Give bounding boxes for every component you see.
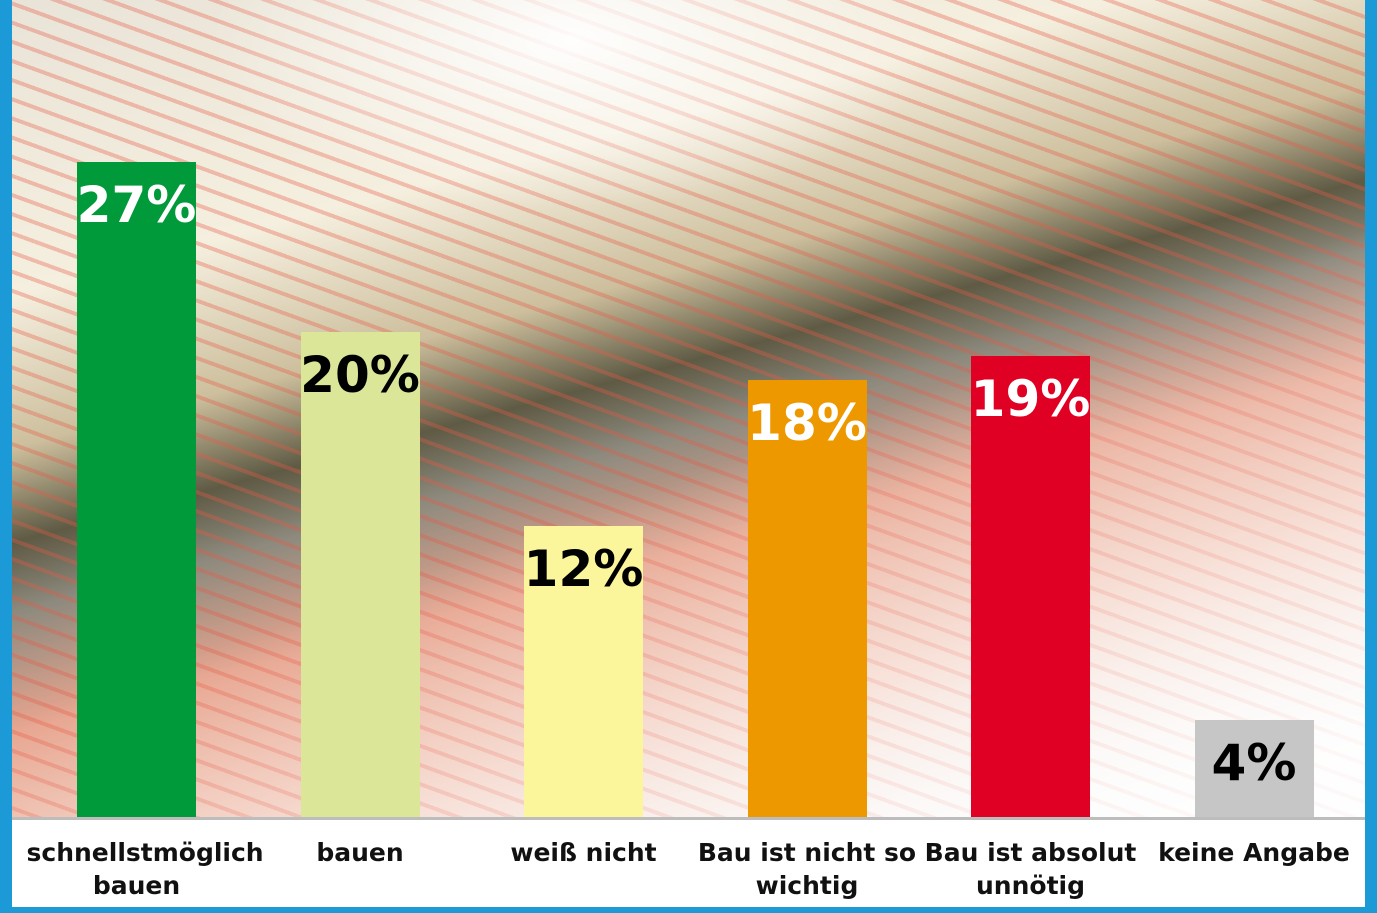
bar [77,162,196,817]
value-label: 19% [970,370,1091,429]
value-label: 18% [747,394,867,453]
category-label: weiß nicht [510,838,657,867]
value-label: 27% [76,176,197,234]
bar [747,380,867,817]
baseline [12,817,1365,820]
category-label: Bau ist absolut unnötig [924,838,1137,900]
value-label: 20% [300,345,420,404]
background-photo [12,0,1365,818]
category-label: bauen [316,838,404,867]
category-label: schnellstmöglich bauen [26,838,264,900]
category-label: keine Angabe [1158,838,1350,867]
bar [971,356,1090,817]
value-label: 4% [1211,733,1297,792]
bar [524,525,643,817]
category-label: Bau ist nicht so wichtig [697,838,917,900]
value-label: 12% [523,539,644,598]
bar [1194,719,1314,817]
bar [300,331,420,817]
